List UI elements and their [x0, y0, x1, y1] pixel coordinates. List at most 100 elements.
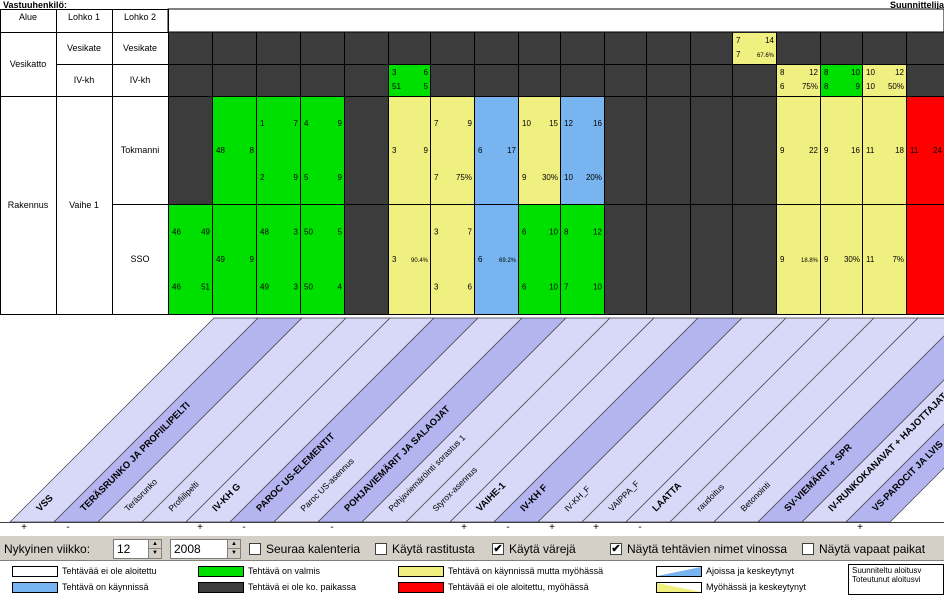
cell-number: 30%: [542, 173, 558, 182]
week-down-arrow-icon[interactable]: ▼: [152, 550, 158, 556]
task-name-band[interactable]: VAIHE-1+: [449, 317, 699, 533]
cell-number: 3: [434, 283, 439, 292]
cell-number: 9: [468, 119, 473, 128]
cell-number: 51: [392, 82, 401, 91]
year-spinner[interactable]: ▲ ▼: [227, 539, 241, 559]
year-input[interactable]: 2008: [170, 539, 228, 559]
legend-swatch-not-started: [12, 566, 58, 577]
week-input[interactable]: 12: [113, 539, 149, 559]
use-ticks-checkbox[interactable]: [375, 543, 387, 555]
week-up-arrow-icon[interactable]: ▲: [149, 540, 161, 549]
schedule-cell[interactable]: 3 90.4%: [389, 205, 430, 314]
schedule-cell-fill: [475, 205, 518, 314]
cell-number: 7%: [892, 255, 904, 264]
schedule-cell[interactable]: 3 6 51 5: [389, 65, 430, 96]
cell-number: 51: [201, 283, 210, 292]
schedule-cell[interactable]: 7 9 7 75%: [431, 97, 474, 204]
schedule-cell[interactable]: 8 12 6 75%: [777, 65, 820, 96]
expand-toggle-icon[interactable]: +: [21, 522, 27, 533]
cell-number: 69.2%: [499, 258, 517, 264]
cell-number: 6: [522, 228, 527, 237]
schedule-cell-fill: [389, 65, 430, 96]
cell-number: 48: [216, 146, 225, 155]
cell-number: 3: [294, 228, 299, 237]
cell-number: 16: [593, 119, 602, 128]
cell-number: 46: [172, 283, 181, 292]
area-vesikatto-text: Vesikatto: [10, 59, 47, 69]
cell-number: 9: [338, 173, 343, 182]
cell-number: 11: [866, 255, 875, 264]
cell-number: 5: [424, 82, 429, 91]
schedule-cell[interactable]: [907, 205, 944, 314]
cell-number: 3: [294, 283, 299, 292]
schedule-cell[interactable]: 11 24: [907, 97, 944, 204]
schedule-cell[interactable]: 50 5 50 4: [301, 205, 344, 314]
expand-toggle-icon[interactable]: +: [549, 522, 555, 533]
task-name-band[interactable]: VSS+: [9, 317, 259, 533]
cell-number: 4: [304, 119, 309, 128]
legend-week-info: Suunniteltu aloitusv Toteutunut aloitusv…: [848, 564, 944, 595]
schedule-cell[interactable]: 3 7 3 6: [431, 205, 474, 314]
expand-toggle-icon[interactable]: +: [857, 522, 863, 533]
schedule-cell[interactable]: 4 9 5 9: [301, 97, 344, 204]
cell-number: 16: [851, 146, 860, 155]
expand-toggle-icon[interactable]: +: [593, 522, 599, 533]
schedule-cell[interactable]: 11 18: [863, 97, 906, 204]
expand-toggle-icon[interactable]: +: [461, 522, 467, 533]
schedule-cell[interactable]: 6 69.2%: [475, 205, 518, 314]
legend-label-late-interrupted: Myöhässä ja keskeytynyt: [706, 582, 807, 592]
follow-calendar-checkbox[interactable]: [249, 543, 261, 555]
block1-vaihe1-text: Vaihe 1: [69, 200, 99, 210]
collapse-toggle-icon[interactable]: -: [66, 522, 69, 533]
cell-number: 90.4%: [411, 258, 429, 264]
week-spinner[interactable]: ▲ ▼: [148, 539, 162, 559]
schedule-cell-fill: [301, 97, 344, 204]
expand-toggle-icon[interactable]: +: [197, 522, 203, 533]
schedule-cell[interactable]: 8 10 8 9: [821, 65, 862, 96]
schedule-cell-fill: [169, 205, 212, 314]
schedule-cell[interactable]: 7 14 7 67.6%: [733, 33, 776, 64]
cell-number: 6: [478, 255, 483, 264]
schedule-cell-fill: [301, 205, 344, 314]
schedule-cell[interactable]: 49 9: [213, 205, 256, 314]
schedule-cell[interactable]: 48 8: [213, 97, 256, 204]
free-slots-checkbox[interactable]: [802, 543, 814, 555]
schedule-cell[interactable]: 11 7%: [863, 205, 906, 314]
cell-number: 14: [765, 36, 774, 45]
cell-number: 48: [260, 228, 269, 237]
schedule-cell[interactable]: 1 72 9: [257, 97, 300, 204]
schedule-cell[interactable]: 46 49 46 51: [169, 205, 212, 314]
slanted-names-checkbox[interactable]: ✔: [610, 543, 622, 555]
cell-number: 10: [549, 283, 558, 292]
collapse-toggle-icon[interactable]: -: [242, 522, 245, 533]
schedule-cell[interactable]: 9 22: [777, 97, 820, 204]
schedule-cell[interactable]: 9 30%: [821, 205, 862, 314]
cell-number: 8: [780, 68, 785, 77]
schedule-cell[interactable]: 8 12 7 10: [561, 205, 604, 314]
collapse-toggle-icon[interactable]: -: [506, 522, 509, 533]
schedule-cell[interactable]: 10 12 10 50%: [863, 65, 906, 96]
cell-number: 3: [392, 255, 397, 264]
schedule-cell[interactable]: 9 18.8%: [777, 205, 820, 314]
schedule-cell[interactable]: 6 17: [475, 97, 518, 204]
schedule-cell[interactable]: 6 10 6 10: [519, 205, 560, 314]
schedule-cell[interactable]: 12 16 10 20%: [561, 97, 604, 204]
schedule-cell[interactable]: 48 3 49 3: [257, 205, 300, 314]
cell-number: 6: [522, 283, 527, 292]
cell-number: 3: [392, 68, 397, 77]
block1-vesikate-text: Vesikate: [67, 43, 101, 53]
planned-start-week-label: Suunniteltu aloitusv: [852, 566, 922, 575]
cell-number: 7: [434, 173, 439, 182]
collapse-toggle-icon[interactable]: -: [638, 522, 641, 533]
year-down-arrow-icon[interactable]: ▼: [231, 550, 237, 556]
schedule-cell-fill: [561, 205, 604, 314]
use-colors-checkbox[interactable]: ✔: [492, 543, 504, 555]
collapse-toggle-icon[interactable]: -: [330, 522, 333, 533]
schedule-cell[interactable]: 10 15 9 30%: [519, 97, 560, 204]
schedule-cell-fill: [777, 97, 820, 204]
cell-number: 3: [392, 146, 397, 155]
year-up-arrow-icon[interactable]: ▲: [228, 540, 240, 549]
legend-label-late-not-started: Tehtävää ei ole aloitettu, myöhässä: [448, 582, 589, 592]
schedule-cell[interactable]: 9 16: [821, 97, 862, 204]
